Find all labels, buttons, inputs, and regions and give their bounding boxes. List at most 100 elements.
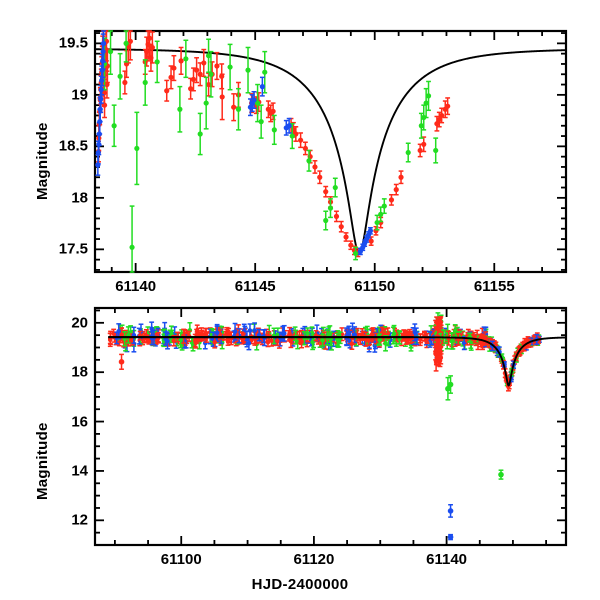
data-point	[447, 504, 454, 518]
data-point	[353, 246, 359, 261]
data-point	[107, 30, 114, 76]
data-point	[323, 210, 329, 231]
data-point	[378, 206, 384, 223]
data-point	[421, 136, 427, 153]
data-point	[258, 104, 264, 139]
data-point	[271, 114, 277, 146]
data-point	[425, 80, 432, 112]
data-point	[235, 87, 242, 131]
data-point	[259, 76, 265, 97]
data-point	[203, 327, 209, 341]
data-point	[423, 87, 429, 119]
data-point	[447, 375, 454, 394]
x-tick-label: 61100	[160, 551, 202, 568]
data-point	[286, 117, 292, 134]
data-point	[354, 327, 360, 342]
y-tick-label: 18	[71, 189, 88, 207]
data-point	[398, 170, 404, 185]
data-point	[498, 469, 504, 480]
data-point	[445, 97, 451, 116]
data-point	[251, 91, 257, 109]
data-point	[467, 332, 473, 343]
data-point	[125, 326, 131, 344]
bottom-panel-plot	[93, 306, 568, 547]
x-tick-label: 61140	[426, 551, 468, 568]
data-point	[142, 59, 148, 106]
top-panel-y-axis-title: Magnitude	[34, 122, 51, 200]
data-point	[111, 104, 117, 148]
data-point	[165, 332, 170, 350]
data-point	[302, 141, 308, 156]
x-axis-title: HJD-2400000	[251, 576, 349, 593]
data-point	[445, 376, 451, 401]
data-point	[190, 67, 197, 92]
x-tick-label: 61155	[473, 278, 515, 295]
data-point	[381, 198, 387, 215]
y-tick-label: 12	[71, 511, 88, 529]
x-tick-label: 61150	[354, 278, 396, 295]
y-tick-label: 19.5	[58, 34, 88, 52]
data-point	[434, 339, 439, 351]
data-point	[227, 43, 233, 91]
data-point	[323, 185, 329, 198]
data-point	[231, 93, 237, 122]
plot-frame	[93, 306, 568, 547]
data-point	[348, 240, 354, 251]
data-point	[447, 533, 454, 541]
data-point	[214, 323, 220, 342]
data-point	[201, 48, 207, 78]
x-tick-label: 61120	[293, 551, 335, 568]
data-point	[164, 79, 170, 102]
data-point	[298, 132, 304, 149]
data-point	[338, 220, 344, 233]
top-panel: Magnitude 61140 61145 61150 61155 17.5 18 18.5…	[34, 29, 568, 295]
data-point	[101, 30, 107, 63]
data-point	[265, 100, 271, 119]
data-point	[101, 92, 108, 119]
data-point	[171, 54, 177, 82]
data-point	[149, 31, 155, 64]
data-point	[118, 353, 125, 370]
y-tick-label: 18	[71, 363, 88, 381]
data-point	[350, 322, 355, 338]
y-tick-label: 14	[71, 462, 88, 480]
data-point	[129, 205, 135, 273]
data-point	[219, 73, 225, 121]
data-point	[203, 76, 209, 130]
y-tick-label: 16	[71, 413, 88, 431]
model-curve	[94, 48, 566, 255]
data-point	[437, 345, 443, 357]
y-tick-label: 17.5	[58, 240, 88, 258]
data-point	[154, 40, 160, 84]
data-point	[391, 324, 397, 343]
data-point	[270, 102, 276, 121]
data-point	[197, 112, 203, 156]
data-point	[320, 333, 325, 347]
data-point	[332, 177, 338, 198]
data-point	[327, 198, 334, 219]
x-tick-label: 61140	[115, 278, 157, 295]
data-point	[168, 65, 174, 90]
data-point	[393, 183, 399, 196]
data-point	[449, 332, 455, 350]
data-point	[123, 30, 129, 63]
data-point	[183, 39, 189, 79]
data-point	[177, 85, 183, 133]
x-tick-label: 61145	[234, 278, 276, 295]
data-point	[208, 50, 214, 98]
data-point	[405, 142, 411, 163]
data-point	[369, 327, 375, 342]
y-tick-label: 19	[71, 86, 88, 104]
data-point	[343, 232, 349, 242]
data-point	[334, 332, 340, 347]
data-point	[383, 335, 388, 352]
bottom-panel: Magnitude HJD-2400000 61100 61120 61140 12 1…	[0, 300, 600, 600]
data-point	[178, 46, 184, 76]
y-tick-label: 20	[71, 314, 88, 332]
data-point	[437, 317, 443, 333]
data-point	[368, 236, 374, 246]
data-point	[245, 46, 251, 94]
data-point	[433, 137, 439, 164]
plot-frame	[93, 29, 568, 274]
